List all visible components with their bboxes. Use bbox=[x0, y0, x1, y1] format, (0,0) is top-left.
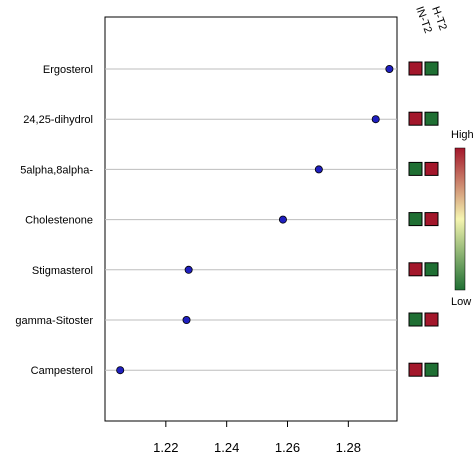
data-point bbox=[278, 215, 287, 224]
heat-cell bbox=[408, 161, 423, 176]
category-label: 5alpha,8alpha- bbox=[20, 164, 93, 176]
heat-cell bbox=[424, 262, 439, 277]
x-tick-label: 1.24 bbox=[214, 440, 239, 455]
heat-cell bbox=[408, 212, 423, 227]
data-point bbox=[371, 115, 380, 124]
grid-lines bbox=[105, 68, 397, 371]
category-labels: Ergosterol 24,25-dihydrol 5alpha,8alpha- Ch… bbox=[15, 64, 93, 377]
heat-cell bbox=[408, 262, 423, 277]
data-point bbox=[184, 265, 193, 274]
x-tick-label: 1.22 bbox=[153, 440, 178, 455]
data-point bbox=[182, 315, 191, 324]
category-label: Cholestenone bbox=[25, 215, 93, 227]
data-point bbox=[385, 65, 394, 74]
heat-cell bbox=[424, 312, 439, 327]
x-axis: 1.22 1.24 1.26 1.28 bbox=[153, 421, 361, 455]
legend-low-label: Low bbox=[451, 296, 471, 308]
heatmap-strip: IN-T2H-T2 bbox=[408, 5, 449, 377]
category-label: 24,25-dihydrol bbox=[23, 114, 93, 126]
heat-cell bbox=[424, 61, 439, 76]
data-points bbox=[116, 65, 394, 375]
plot-frame bbox=[104, 16, 398, 422]
heat-cell bbox=[408, 312, 423, 327]
heat-cell bbox=[424, 161, 439, 176]
x-tick-label: 1.26 bbox=[275, 440, 300, 455]
heat-cell bbox=[424, 212, 439, 227]
category-label: Campesterol bbox=[31, 365, 93, 377]
heat-cell bbox=[424, 111, 439, 126]
category-label: Ergosterol bbox=[43, 64, 93, 76]
legend-gradient-bar bbox=[454, 147, 466, 291]
heat-cell bbox=[408, 111, 423, 126]
legend-high-label: High bbox=[451, 129, 474, 141]
heat-cell bbox=[408, 362, 423, 377]
x-tick-label: 1.28 bbox=[336, 440, 361, 455]
color-legend: High Low bbox=[451, 129, 474, 308]
category-label: Stigmasterol bbox=[32, 265, 93, 277]
data-point bbox=[314, 165, 323, 174]
heat-cell bbox=[424, 362, 439, 377]
category-label: gamma-Sitoster bbox=[15, 315, 93, 327]
data-point bbox=[116, 366, 125, 375]
heat-cell bbox=[408, 61, 423, 76]
